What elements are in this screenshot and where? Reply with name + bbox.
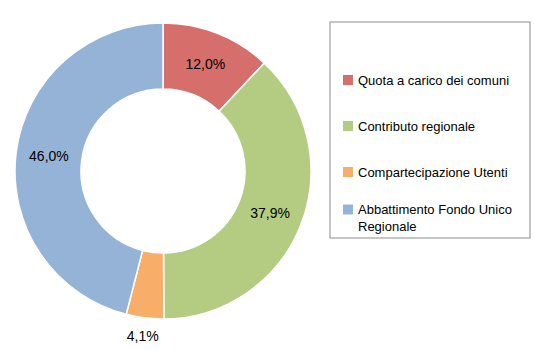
legend-item: Compartecipazione Utenti: [343, 165, 508, 180]
legend: Quota a carico dei comuni Contributo regi…: [330, 22, 530, 238]
legend-swatch: [343, 205, 353, 215]
legend-label: Quota a carico dei comuni: [358, 73, 509, 88]
legend-label: Compartecipazione Utenti: [358, 165, 508, 180]
legend-item: Contributo regionale: [343, 119, 475, 134]
legend-item: Quota a carico dei comuni: [343, 73, 509, 88]
donut: [15, 23, 311, 319]
slice: [164, 63, 311, 319]
legend-swatch: [343, 75, 353, 85]
data-label: 46,0%: [29, 148, 69, 164]
data-label: 4,1%: [127, 328, 159, 344]
legend-label: Abbattimento Fondo UnicoRegionale: [358, 202, 512, 234]
legend-item: Abbattimento Fondo UnicoRegionale: [343, 202, 512, 234]
chart: 12,0% 37,9% 4,1% 46,0% Quota a carico dei co…: [0, 0, 534, 350]
legend-swatch: [343, 167, 353, 177]
legend-frame: [330, 22, 530, 238]
data-label: 37,9%: [250, 205, 290, 221]
slice: [15, 23, 163, 314]
data-label: 12,0%: [185, 56, 225, 72]
legend-label: Contributo regionale: [358, 119, 475, 134]
legend-swatch: [343, 121, 353, 131]
data-labels: 12,0% 37,9% 4,1% 46,0%: [29, 56, 290, 344]
